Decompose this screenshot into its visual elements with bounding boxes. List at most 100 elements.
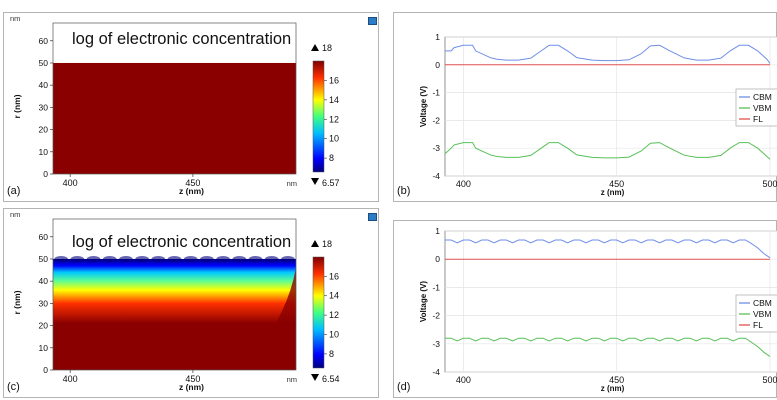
plot-frame (444, 36, 777, 177)
colorbar-tick-label: 10 (329, 134, 339, 144)
x-tick-label: 450 (185, 374, 200, 384)
y-tick-label: 30 (39, 298, 49, 308)
surface-dip-2 (86, 255, 101, 262)
line-panel-d: 1 0 -1 -2 -3 -4 400 450 500 z (nm) Voltage (V) CBM V… (393, 220, 777, 398)
plot-frame (52, 22, 297, 175)
x-tick-label: 500 (762, 375, 777, 385)
surface-dip-0 (54, 255, 68, 262)
surface-dip-11 (232, 255, 247, 262)
colorbar-tick-label: 14 (329, 291, 339, 301)
y-tick-label: 0 (43, 365, 48, 375)
colorbar-tick-label: 16 (329, 271, 339, 281)
panel-a-label: (a) (7, 185, 21, 197)
colorbar (312, 60, 325, 173)
legend-label-cbm: CBM (753, 92, 772, 102)
panel-d-label: (d) (397, 381, 411, 393)
heatmap-a-title: log of electronic concentration (69, 30, 295, 49)
colorbar-max-marker (311, 44, 319, 51)
x-tick-label: 450 (185, 178, 200, 188)
y-tick-label: 20 (39, 125, 49, 135)
y-tick-label: 20 (39, 321, 49, 331)
colorbar-tick-label: 16 (329, 75, 339, 85)
heatmap-panel-c: 0 10 20 30 40 50 60 400 450 z (nm) r (nm) nm nm 16 14 1… (3, 208, 379, 398)
y-tick-label: 50 (39, 58, 49, 68)
y-tick-label: 60 (39, 232, 49, 242)
colorbar-tick-label: 14 (329, 95, 339, 105)
surface-dip-7 (167, 255, 182, 262)
y-tick-label: -4 (432, 171, 440, 181)
y-tick-label: -1 (432, 282, 440, 292)
y-axis-label: r (nm) (12, 290, 22, 314)
x-tick-label: 400 (456, 375, 471, 385)
heatmap-field (53, 258, 296, 370)
y-unit-label: nm (10, 14, 20, 23)
y-tick-label: 40 (39, 80, 49, 90)
heatmap-edge-region (242, 267, 296, 370)
line-b-canvas: 1 0 -1 -2 -3 -4 400 450 500 z (nm) Voltage (V) CBMV… (419, 32, 777, 197)
y-tick-label: 30 (39, 102, 49, 112)
x-tick-label: 500 (762, 179, 777, 189)
series-line-cbm (445, 44, 771, 64)
x-tick-label: 400 (63, 374, 78, 384)
colorbar-max-label: 18 (322, 239, 332, 249)
surface-dip-8 (183, 255, 198, 262)
y-tick-label: 1 (435, 32, 440, 42)
panel-b-label: (b) (397, 185, 411, 197)
y-tick-label: 0 (435, 60, 440, 70)
heatmap-c-title: log of electronic concentration (69, 233, 295, 252)
x-axis-label: z (nm) (179, 382, 204, 392)
legend-label-fl: FL (753, 320, 763, 330)
y-tick-label: -2 (432, 311, 440, 321)
y-tick-label: 40 (39, 276, 49, 286)
y-unit-label: nm (10, 210, 20, 219)
colorbar-tick-label: 12 (329, 114, 339, 124)
x-tick-label: 400 (456, 179, 471, 189)
y-axis-label: Voltage (V) (419, 281, 428, 323)
line-d-canvas: 1 0 -1 -2 -3 -4 400 450 500 z (nm) Voltage (V) CBMV… (419, 226, 777, 393)
x-axis-label: z (nm) (601, 188, 625, 197)
x-tick-label: 400 (63, 178, 78, 188)
y-tick-label: -3 (432, 339, 440, 349)
plot-frame (444, 230, 777, 373)
window-restore-icon[interactable] (368, 213, 377, 221)
colorbar-max-label: 18 (322, 43, 332, 53)
y-axis-label: Voltage (V) (419, 86, 428, 128)
panel-c-label: (c) (7, 381, 20, 393)
depletion-region-0 (53, 62, 107, 90)
y-axis-label: r (nm) (12, 94, 22, 118)
x-unit-label: nm (287, 375, 297, 384)
legend-label-cbm: CBM (753, 298, 772, 308)
x-axis-label: z (nm) (179, 186, 204, 196)
line-panel-b: 1 0 -1 -2 -3 -4 400 450 500 z (nm) Voltage (V) CBM V… (393, 12, 777, 202)
colorbar-tick-label: 8 (329, 153, 334, 163)
heatmap-panel-a: 0 10 20 30 40 50 60 400 450 z (nm) r (nm) nm nm 16 14 1… (3, 12, 379, 202)
plot-frame (52, 218, 297, 371)
y-tick-label: -3 (432, 143, 440, 153)
surface-dip-4 (119, 255, 133, 262)
colorbar-min-marker (311, 374, 319, 381)
series-line-vbm (444, 142, 771, 160)
window-restore-icon[interactable] (368, 17, 377, 25)
surface-dip-5 (135, 255, 149, 262)
y-tick-label: 50 (39, 254, 49, 264)
series-line-cbm (445, 239, 771, 259)
y-tick-label: 10 (39, 343, 49, 353)
y-tick-label: 1 (435, 226, 440, 236)
legend-label-fl: FL (753, 114, 763, 124)
colorbar-tick-label: 8 (329, 349, 334, 359)
depletion-region-3 (254, 62, 296, 90)
x-tick-label: 450 (609, 375, 624, 385)
colorbar-min-label: 6.54 (322, 374, 340, 384)
depletion-region-1 (115, 62, 170, 90)
surface-dip-1 (70, 255, 85, 262)
y-tick-label: 60 (39, 36, 49, 46)
y-tick-label: 0 (43, 169, 48, 179)
legend-label-vbm: VBM (753, 103, 771, 113)
surface-dip-3 (102, 255, 117, 262)
depletion-region-2 (186, 62, 241, 90)
surface-dip-12 (248, 255, 263, 262)
y-tick-label: 0 (435, 254, 440, 264)
x-axis-label: z (nm) (601, 384, 625, 393)
surface-dip-13 (264, 255, 279, 262)
